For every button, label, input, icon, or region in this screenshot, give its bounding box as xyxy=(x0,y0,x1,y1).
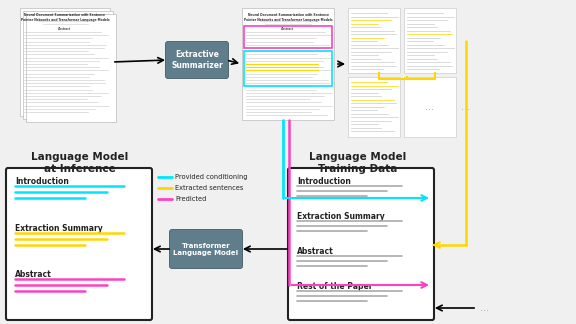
Text: Transformer
Language Model: Transformer Language Model xyxy=(173,242,238,256)
FancyBboxPatch shape xyxy=(242,8,334,120)
Text: ...: ... xyxy=(426,102,434,112)
FancyBboxPatch shape xyxy=(404,77,456,137)
Text: Abstract: Abstract xyxy=(282,27,294,31)
Text: Introduction: Introduction xyxy=(297,177,351,186)
FancyBboxPatch shape xyxy=(6,168,152,320)
FancyBboxPatch shape xyxy=(23,11,113,119)
Text: Provided conditioning: Provided conditioning xyxy=(175,174,248,180)
Text: Abstract: Abstract xyxy=(15,270,52,279)
Text: ...: ... xyxy=(480,303,489,313)
Text: Language Model
Training Data: Language Model Training Data xyxy=(309,152,407,174)
Bar xyxy=(244,51,332,86)
FancyBboxPatch shape xyxy=(288,168,434,320)
FancyBboxPatch shape xyxy=(404,8,456,73)
FancyBboxPatch shape xyxy=(348,77,400,137)
Text: Extracted sentences: Extracted sentences xyxy=(175,185,244,191)
Text: Extractive
Summarizer: Extractive Summarizer xyxy=(171,50,223,70)
FancyBboxPatch shape xyxy=(20,8,110,116)
FancyBboxPatch shape xyxy=(348,8,400,73)
FancyBboxPatch shape xyxy=(165,41,229,78)
Text: Neural Document Summarization with Sentence
Pointer Networks and Transformer Lan: Neural Document Summarization with Sente… xyxy=(21,13,109,22)
Text: Language Model
at Inference: Language Model at Inference xyxy=(31,152,128,174)
Text: ...: ... xyxy=(461,102,470,112)
FancyBboxPatch shape xyxy=(26,14,116,122)
Text: Abstract: Abstract xyxy=(297,247,334,256)
Text: Rest of the Paper: Rest of the Paper xyxy=(297,282,373,291)
Text: Neural Document Summarization with Sentence
Pointer Networks and Transformer Lan: Neural Document Summarization with Sente… xyxy=(244,13,332,22)
Text: Introduction: Introduction xyxy=(15,177,69,186)
FancyBboxPatch shape xyxy=(169,229,242,269)
Text: Extraction Summary: Extraction Summary xyxy=(15,224,103,233)
Text: Predicted: Predicted xyxy=(175,196,206,202)
Text: Abstract: Abstract xyxy=(58,27,71,31)
Text: Extraction Summary: Extraction Summary xyxy=(297,212,385,221)
Bar xyxy=(244,26,332,48)
